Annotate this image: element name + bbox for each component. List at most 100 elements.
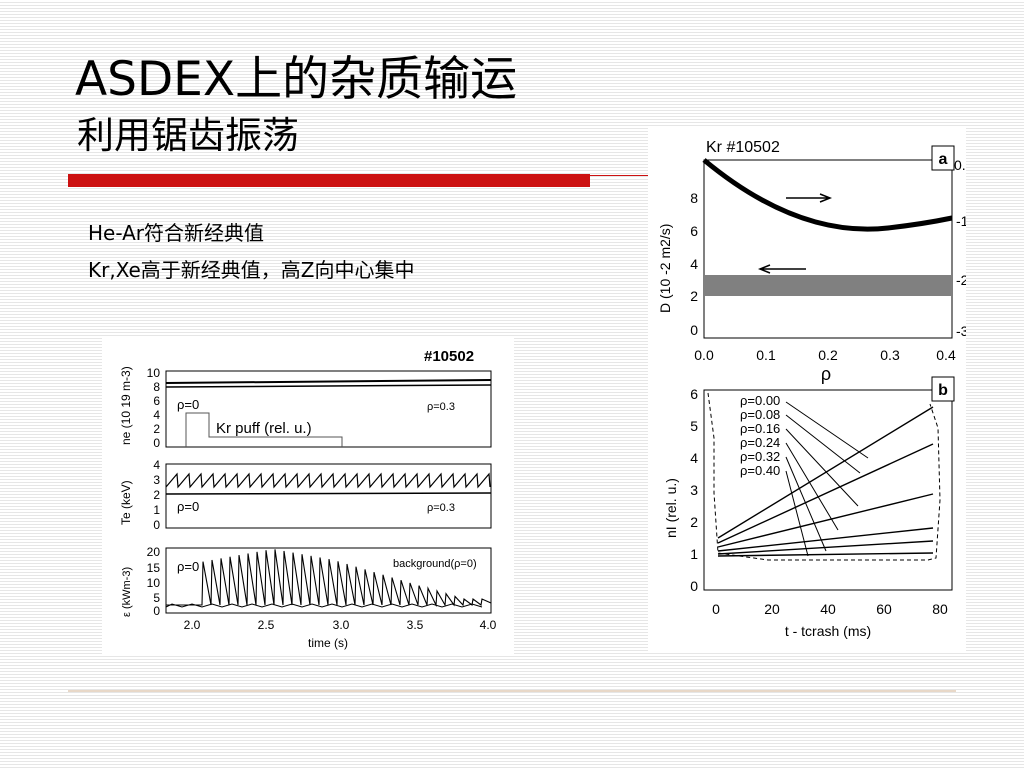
panel-b-frame	[703, 389, 953, 591]
transport-profiles-figure: Kr #10502 a 8 6 4 2 0 0.0 -1.0 -2.0 -3.0…	[648, 128, 980, 652]
y-tick: 0	[690, 578, 698, 594]
panel-b-ylabel: nI (rel. u.)	[663, 478, 679, 538]
kr-puff-label: Kr puff (rel. u.)	[216, 420, 312, 437]
kr-puff-trace	[185, 412, 343, 447]
panel3-ylabel: ε (kWm-3)	[121, 567, 133, 617]
x-tick: 0.0	[694, 347, 714, 363]
density-line	[717, 493, 934, 548]
x-tick: 80	[932, 601, 948, 617]
diffusion-curve	[702, 158, 953, 232]
bullet-list: He-Ar符合新经典值 Kr,Xe高于新经典值，高Z向中心集中	[88, 220, 415, 294]
slide-subtitle: 利用锯齿振荡	[77, 114, 299, 157]
y-tick: 2	[153, 422, 160, 436]
panel-b-xticks: 0 20 40 60 80	[712, 601, 948, 617]
panel-a-xticks: 0.0 0.1 0.2 0.3 0.4	[694, 347, 956, 363]
ne-rho0-trace	[165, 379, 492, 384]
panel3-yticks: 20 15 10 5 0	[147, 545, 161, 618]
rho-label: ρ=0.00	[740, 393, 780, 408]
x-tick: 2.5	[258, 618, 275, 632]
y-tick: 0	[690, 322, 698, 338]
panel-b-tag-box	[931, 376, 955, 402]
y-tick: 6	[690, 223, 698, 239]
y-tick: 2	[690, 514, 698, 530]
panel2-ylabel: Te (keV)	[119, 480, 133, 525]
rho0-label: ρ=0	[177, 499, 199, 514]
y-tick: 10	[147, 366, 161, 380]
x-ticks: 2.0 2.5 3.0 3.5 4.0	[184, 618, 497, 632]
x-tick: 2.0	[184, 618, 201, 632]
arrow-right-icon	[786, 193, 833, 203]
density-line	[717, 552, 934, 557]
panel-a-header: Kr #10502	[706, 139, 780, 156]
y-tick: 3	[153, 473, 160, 487]
eps-rho0-trace	[166, 549, 492, 608]
bullet-item: Kr,Xe高于新经典值，高Z向中心集中	[88, 258, 415, 282]
background-label: background(ρ=0)	[393, 558, 477, 570]
y-tick: 0.0	[954, 157, 966, 173]
rho03-label: ρ=0.3	[427, 502, 455, 514]
rho-label: ρ=0.24	[740, 435, 780, 450]
y-tick: 6	[153, 394, 160, 408]
y-tick: 5	[153, 591, 160, 605]
panel-b-yticks: 6 5 4 3 2 1 0	[690, 386, 698, 594]
ne-rho03-trace	[165, 384, 492, 388]
rho-label: ρ=0.32	[740, 449, 780, 464]
footer-divider	[68, 690, 956, 692]
y-tick: 8	[153, 380, 160, 394]
rho0-label: ρ=0	[177, 397, 199, 412]
label-pointers	[785, 401, 869, 557]
y-tick: 8	[690, 190, 698, 206]
title-accent-line	[590, 175, 650, 176]
rho-label: ρ=0.08	[740, 407, 780, 422]
panel3-frame	[165, 547, 492, 614]
y-tick: 10	[147, 576, 161, 590]
x-tick: 0	[712, 601, 720, 617]
title-accent-bar	[68, 174, 590, 187]
y-tick: 0	[153, 518, 160, 532]
y-tick: 2	[690, 288, 698, 304]
panel-a-tag: a	[939, 151, 948, 168]
panel-a-yticks-left: 8 6 4 2 0	[690, 190, 698, 338]
panel-a-yticks-right: 0.0 -1.0 -2.0 -3.0	[954, 157, 980, 339]
y-tick: 3	[690, 482, 698, 498]
x-tick: 0.1	[756, 347, 776, 363]
x-tick: 4.0	[480, 618, 497, 632]
arrow-left-icon	[757, 264, 806, 274]
pointer-line	[785, 442, 839, 531]
rho03-label: ρ=0.3	[427, 401, 455, 413]
te-rho0-trace	[165, 472, 491, 489]
y-tick: -1.0	[956, 213, 966, 229]
y-tick: -2.0	[956, 272, 966, 288]
x-tick: 40	[820, 601, 836, 617]
panel1-ylabel: ne (10 19 m-3)	[119, 366, 133, 445]
x-tick: 20	[764, 601, 780, 617]
x-axis-label: time (s)	[308, 636, 348, 650]
x-tick: 0.4	[936, 347, 956, 363]
rho0-label: ρ=0	[177, 559, 199, 574]
panel-b-tag: b	[938, 382, 948, 399]
pointer-line	[785, 470, 809, 557]
shot-number: #10502	[424, 348, 474, 365]
slide-title: ASDEX上的杂质输运	[75, 52, 518, 107]
density-line	[717, 527, 934, 552]
x-tick: 3.0	[333, 618, 350, 632]
y-tick: 0	[153, 436, 160, 450]
y-tick: 1	[153, 503, 160, 517]
dashed-envelope	[707, 392, 941, 561]
x-tick: 60	[876, 601, 892, 617]
eps-background-trace	[165, 603, 483, 608]
panel-a-xlabel: ρ	[821, 364, 831, 384]
velocity-band	[704, 275, 952, 296]
panel1-yticks: 10 8 6 4 2 0	[147, 366, 161, 450]
x-tick: 0.2	[818, 347, 838, 363]
x-tick: 3.5	[407, 618, 424, 632]
rho-legend: ρ=0.00 ρ=0.08 ρ=0.16 ρ=0.24 ρ=0.32 ρ=0.4…	[740, 393, 780, 478]
y-tick: 0	[153, 604, 160, 618]
y-tick: 4	[690, 450, 698, 466]
panel2-frame	[165, 463, 492, 529]
y-tick: 4	[690, 256, 698, 272]
pointer-line	[785, 414, 861, 474]
y-tick: 6	[690, 386, 698, 402]
pointer-line	[785, 401, 869, 459]
y-tick: -3.0	[956, 323, 966, 339]
